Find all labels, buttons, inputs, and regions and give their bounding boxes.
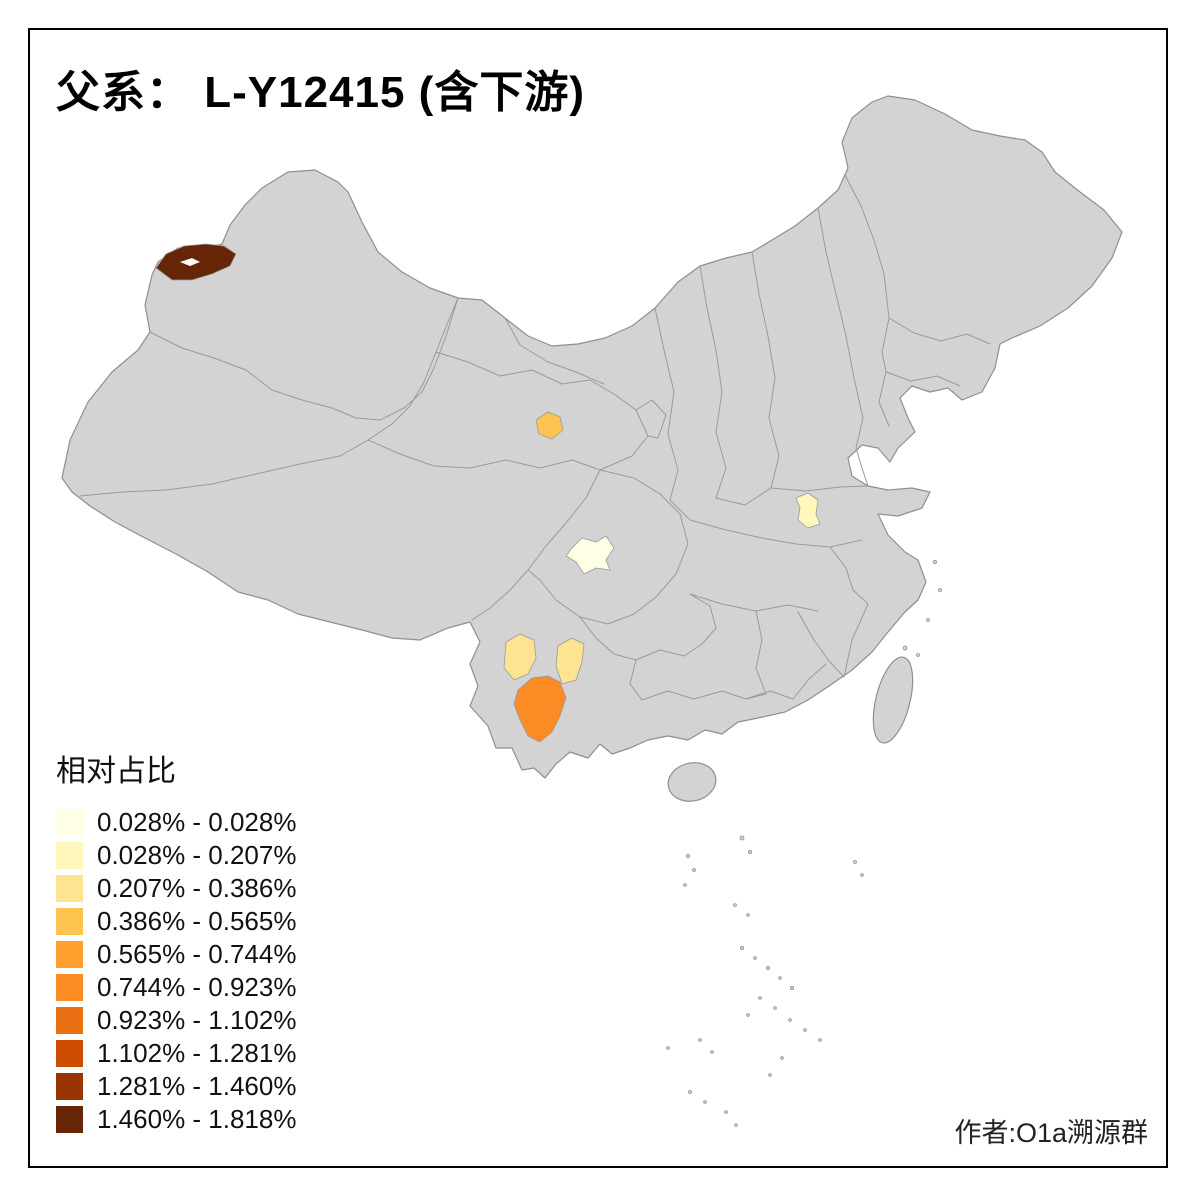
- legend-label: 0.923% - 1.102%: [97, 1005, 297, 1035]
- legend-label: 0.207% - 0.386%: [97, 873, 297, 903]
- legend-label: 0.386% - 0.565%: [97, 906, 297, 936]
- legend-label: 0.028% - 0.028%: [97, 807, 297, 837]
- legend-swatch-icon: [56, 842, 83, 869]
- region-jiangsu-highlight: [795, 492, 821, 529]
- legend-label: 0.744% - 0.923%: [97, 972, 297, 1002]
- legend-item: 0.744% - 0.923%: [56, 971, 296, 1004]
- region-yunnan-central-highlight: [555, 637, 585, 685]
- legend-item: 1.460% - 1.818%: [56, 1103, 296, 1136]
- legend-item: 0.386% - 0.565%: [56, 905, 296, 938]
- legend-label: 0.028% - 0.207%: [97, 840, 297, 870]
- legend-swatch-icon: [56, 1007, 83, 1034]
- legend-label: 1.281% - 1.460%: [97, 1071, 297, 1101]
- legend-label: 0.565% - 0.744%: [97, 939, 297, 969]
- legend-swatch-icon: [56, 1106, 83, 1133]
- legend-swatch-icon: [56, 941, 83, 968]
- legend-swatch-icon: [56, 875, 83, 902]
- legend-item: 0.565% - 0.744%: [56, 938, 296, 971]
- author-credit: 作者:O1a溯源群: [954, 1118, 1148, 1148]
- legend-item: 0.923% - 1.102%: [56, 1004, 296, 1037]
- legend-item: 0.207% - 0.386%: [56, 872, 296, 905]
- china-mainland: [61, 95, 1123, 779]
- taiwan-island: [872, 656, 914, 744]
- region-qinghai-highlight: [535, 411, 564, 440]
- legend: 相对占比 0.028% - 0.028% 0.028% - 0.207% 0.2…: [56, 746, 296, 1136]
- legend-label: 1.460% - 1.818%: [97, 1104, 297, 1134]
- region-xinjiang-nw-gap: [180, 258, 200, 266]
- legend-item: 1.281% - 1.460%: [56, 1070, 296, 1103]
- legend-label: 1.102% - 1.281%: [97, 1038, 297, 1068]
- map-title: 父系： L-Y12415 (含下游): [56, 68, 585, 117]
- legend-item: 0.028% - 0.028%: [56, 806, 296, 839]
- region-yunnan-west-highlight: [503, 633, 537, 681]
- legend-title: 相对占比: [56, 755, 176, 788]
- region-sichuan-highlight: [565, 535, 615, 575]
- legend-swatch-icon: [56, 1073, 83, 1100]
- legend-swatch-icon: [56, 974, 83, 1001]
- legend-swatch-icon: [56, 908, 83, 935]
- province-boundaries: [79, 174, 991, 701]
- legend-item: 1.102% - 1.281%: [56, 1037, 296, 1070]
- hainan-island: [667, 762, 717, 802]
- south-china-sea-islands: [666, 560, 942, 1127]
- legend-swatch-icon: [56, 809, 83, 836]
- legend-item: 0.028% - 0.207%: [56, 839, 296, 872]
- region-yunnan-south-highlight: [513, 675, 567, 743]
- legend-swatch-icon: [56, 1040, 83, 1067]
